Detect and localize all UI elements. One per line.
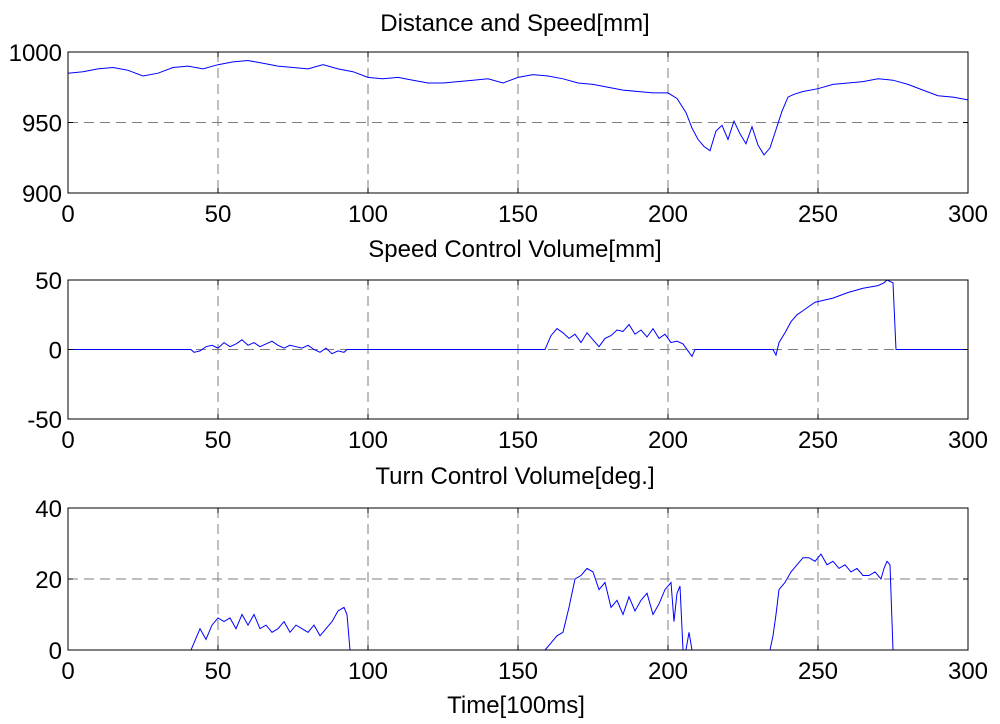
panel-speed-control: Speed Control Volume[mm] 0 50 100 150 200 250… [27,236,988,454]
y-tick-label-2: 40 [35,496,62,523]
x-tick-label-4: 200 [648,658,688,685]
x-tick-label-4: 200 [648,201,688,228]
x-tick-label-5: 250 [798,201,838,228]
panel-speed-control-title: Speed Control Volume[mm] [368,236,661,263]
x-tick-label-6: 300 [948,658,988,685]
x-axis-label: Time[100ms] [447,692,585,719]
x-tick-label-3: 150 [498,201,538,228]
y-tick-label-1: 950 [22,111,62,138]
x-tick-label-2: 100 [348,658,388,685]
x-tick-label-5: 250 [798,427,838,454]
panel-distance-speed-title: Distance and Speed[mm] [380,10,649,37]
x-tick-label-0: 0 [61,427,74,454]
x-tick-label-4: 200 [648,427,688,454]
y-tick-label-1: 0 [49,338,62,365]
y-tick-label-0: 0 [49,638,62,665]
x-tick-label-1: 50 [205,658,232,685]
series-line-0 [67,59,969,156]
x-tick-label-5: 250 [798,658,838,685]
x-tick-label-6: 300 [948,427,988,454]
x-tick-label-2: 100 [348,201,388,228]
y-tick-label-0: -50 [27,407,62,434]
x-tick-label-1: 50 [205,201,232,228]
x-tick-label-6: 300 [948,201,988,228]
x-tick-label-3: 150 [498,427,538,454]
x-tick-label-0: 0 [61,658,74,685]
y-tick-label-1: 20 [35,567,62,594]
panel-turn-control-title: Turn Control Volume[deg.] [375,463,654,490]
y-tick-label-2: 50 [35,268,62,295]
x-tick-label-0: 0 [61,201,74,228]
series-line-0 [68,279,968,358]
x-tick-label-1: 50 [205,427,232,454]
series-line-0 [68,553,968,651]
panel-distance-speed: Distance and Speed[mm] 0 50 100 150 200 250 30… [9,10,988,228]
y-tick-label-0: 900 [22,181,62,208]
x-tick-label-2: 100 [348,427,388,454]
x-tick-label-3: 150 [498,658,538,685]
y-tick-label-2: 1000 [9,40,62,67]
panel-turn-control: Turn Control Volume[deg.] 0 50 100 150 200 25… [35,463,988,685]
